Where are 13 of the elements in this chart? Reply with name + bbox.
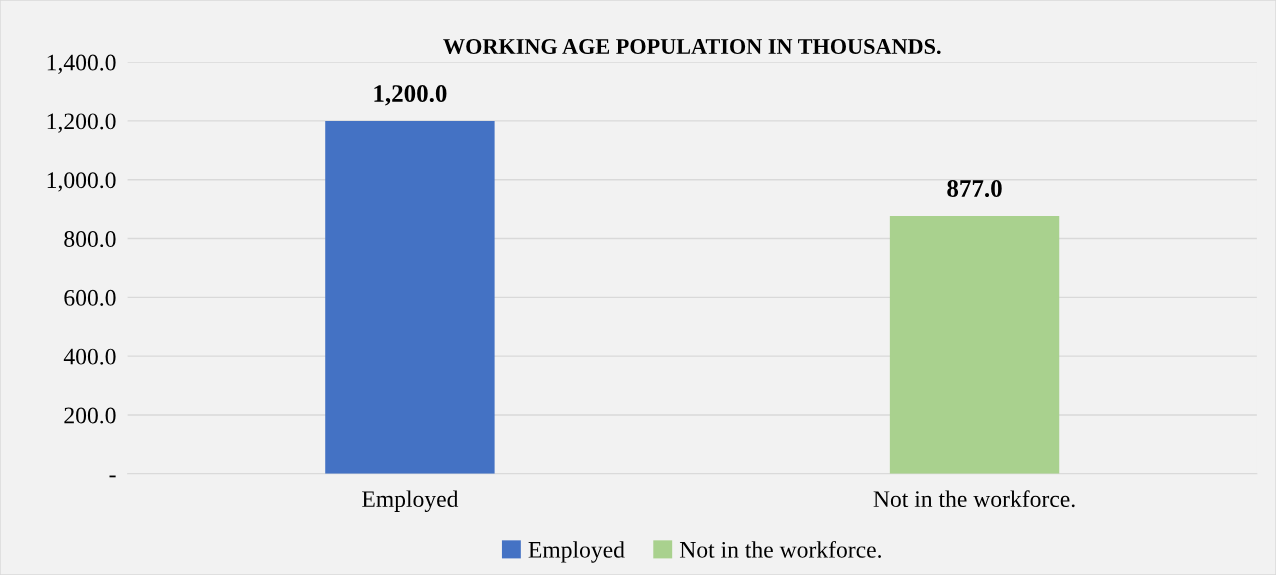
y-tick-label: 1,000.0 (47, 172, 116, 192)
legend-label: Not in the workforce. (679, 540, 881, 558)
y-tick-label: - (109, 475, 116, 478)
y-tick-label: 800.0 (64, 231, 116, 248)
data-label: 877.0 (947, 180, 1002, 198)
y-tick-label: 400.0 (63, 348, 116, 365)
chart-title: WORKING AGE POPULATION IN THOUSANDS. (443, 39, 941, 55)
legend-label: Employed (528, 541, 625, 563)
y-tick-label: 1,200.0 (47, 113, 116, 133)
y-tick-label: 200.0 (64, 407, 116, 424)
data-label: 1,200.0 (374, 85, 447, 106)
y-tick-label: 600.0 (64, 289, 116, 306)
y-tick-label: 1,400.0 (47, 54, 116, 74)
